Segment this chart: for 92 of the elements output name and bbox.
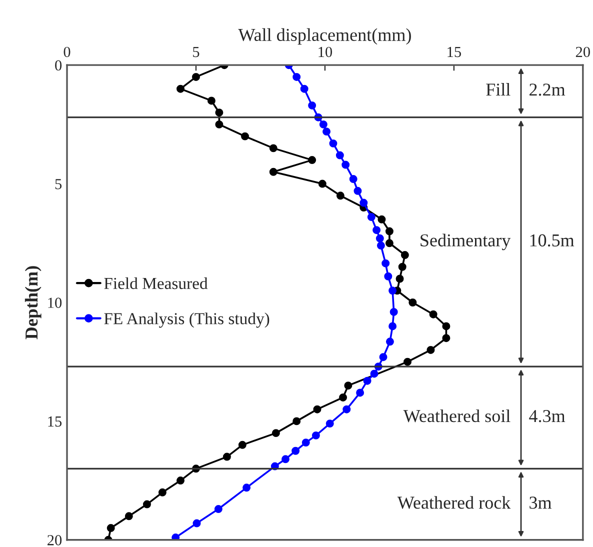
point bbox=[398, 262, 406, 271]
y-tick-label: 0 bbox=[55, 60, 62, 71]
point bbox=[292, 72, 301, 81]
point bbox=[242, 484, 251, 492]
legend-label: FE Analysis (This study) bbox=[104, 312, 270, 328]
point bbox=[322, 128, 331, 136]
point bbox=[370, 370, 378, 378]
y-tick-label: 10 bbox=[48, 298, 62, 308]
point bbox=[326, 420, 334, 428]
point bbox=[376, 234, 384, 242]
point bbox=[215, 108, 224, 117]
annotation: 10.5m bbox=[530, 234, 574, 247]
point bbox=[342, 405, 351, 414]
annotation: 4.3m bbox=[529, 410, 566, 422]
point bbox=[429, 310, 438, 318]
point bbox=[192, 519, 201, 528]
point bbox=[349, 175, 358, 184]
point bbox=[442, 334, 450, 342]
point bbox=[339, 393, 348, 402]
point bbox=[342, 160, 350, 169]
point bbox=[106, 524, 115, 532]
point bbox=[222, 452, 231, 461]
point bbox=[385, 227, 394, 236]
point bbox=[158, 488, 166, 496]
point bbox=[426, 346, 435, 354]
point bbox=[215, 120, 224, 128]
point bbox=[238, 440, 246, 449]
x-axis-title: Wall displacement(mm) bbox=[238, 28, 411, 45]
point bbox=[363, 376, 372, 385]
point bbox=[378, 215, 386, 224]
x-tick-label: 0 bbox=[64, 46, 70, 58]
point bbox=[384, 272, 392, 280]
point bbox=[408, 298, 417, 306]
point bbox=[192, 72, 200, 81]
point bbox=[292, 417, 301, 426]
x-tick-label: 10 bbox=[318, 46, 332, 58]
x-tick-label: 15 bbox=[448, 46, 461, 58]
legend-label: Field Measured bbox=[104, 277, 208, 290]
point bbox=[302, 438, 310, 447]
point bbox=[269, 144, 278, 152]
point bbox=[308, 101, 316, 110]
point bbox=[282, 455, 290, 464]
y-axis-title: Depth(m) bbox=[24, 266, 42, 340]
point bbox=[124, 512, 133, 520]
point bbox=[269, 168, 278, 176]
point bbox=[214, 505, 222, 514]
point bbox=[382, 259, 390, 268]
point bbox=[379, 353, 388, 362]
point bbox=[344, 382, 352, 390]
point bbox=[241, 132, 249, 140]
x-tick-label: 20 bbox=[576, 46, 590, 58]
annotation: Sedimentary bbox=[420, 234, 511, 250]
annotation: Fill bbox=[486, 83, 510, 96]
point bbox=[404, 358, 412, 366]
point bbox=[376, 242, 385, 250]
point bbox=[329, 139, 338, 148]
point bbox=[400, 251, 409, 260]
point bbox=[176, 476, 184, 485]
point bbox=[442, 322, 450, 330]
point bbox=[367, 213, 376, 222]
point bbox=[396, 274, 404, 283]
point bbox=[336, 192, 344, 200]
point bbox=[176, 84, 184, 93]
y-tick-label: 5 bbox=[55, 179, 62, 190]
point bbox=[336, 151, 344, 160]
annotation: 2.2m bbox=[530, 84, 566, 96]
point bbox=[390, 308, 398, 316]
point bbox=[386, 338, 394, 346]
point bbox=[300, 84, 308, 93]
point bbox=[354, 186, 362, 195]
y-tick-label: 20 bbox=[48, 535, 62, 546]
point bbox=[388, 286, 397, 295]
point bbox=[319, 120, 328, 128]
point bbox=[313, 405, 322, 414]
point bbox=[272, 429, 280, 438]
point bbox=[207, 96, 216, 105]
point bbox=[292, 446, 300, 455]
point bbox=[356, 388, 364, 397]
point bbox=[318, 180, 326, 188]
annotation: 3m bbox=[530, 496, 552, 509]
point bbox=[312, 431, 320, 440]
point bbox=[388, 322, 397, 330]
point bbox=[385, 239, 394, 248]
x-tick-label: 5 bbox=[193, 46, 200, 58]
point bbox=[308, 156, 316, 164]
point bbox=[172, 534, 180, 540]
point bbox=[360, 198, 368, 207]
annotation: Weathered soil bbox=[403, 409, 510, 422]
annotation: Weathered rock bbox=[397, 496, 511, 509]
point bbox=[372, 226, 381, 234]
point bbox=[142, 500, 151, 508]
y-tick-label: 15 bbox=[48, 416, 62, 427]
